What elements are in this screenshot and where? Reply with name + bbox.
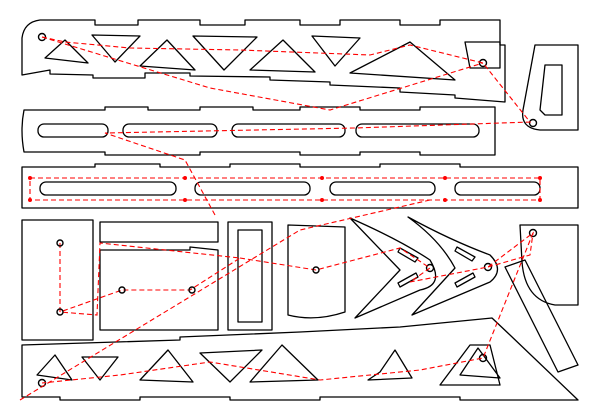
hole-marker [478, 353, 488, 363]
part-top-truss [21, 19, 506, 103]
part-slotted-bar-2 [21, 163, 579, 209]
hole-marker [188, 286, 196, 294]
plunge-point [320, 198, 324, 202]
hole-marker [528, 228, 538, 238]
plunge-point [28, 176, 32, 180]
plunge-point [320, 176, 324, 180]
part-middle-plates [21, 219, 346, 341]
hole-marker [118, 286, 126, 294]
hole-marker [56, 308, 64, 316]
part-bracket-right [521, 44, 579, 131]
plunge-point [183, 176, 187, 180]
part-chevrons [349, 216, 579, 373]
plunge-point [538, 176, 542, 180]
hole-marker [56, 239, 64, 247]
plunge-point [28, 198, 32, 202]
hole-marker [478, 58, 488, 68]
plunge-point [183, 198, 187, 202]
travel-path [19, 36, 542, 401]
hole-marker [528, 118, 538, 128]
hole-marker [483, 262, 493, 272]
hole-marker [312, 266, 320, 274]
plunge-point [538, 198, 542, 202]
hole-marker [425, 263, 435, 273]
plunge-point [443, 176, 447, 180]
plunge-point [443, 198, 447, 202]
part-slotted-bar-1 [21, 106, 496, 156]
hole-marker [37, 32, 47, 42]
